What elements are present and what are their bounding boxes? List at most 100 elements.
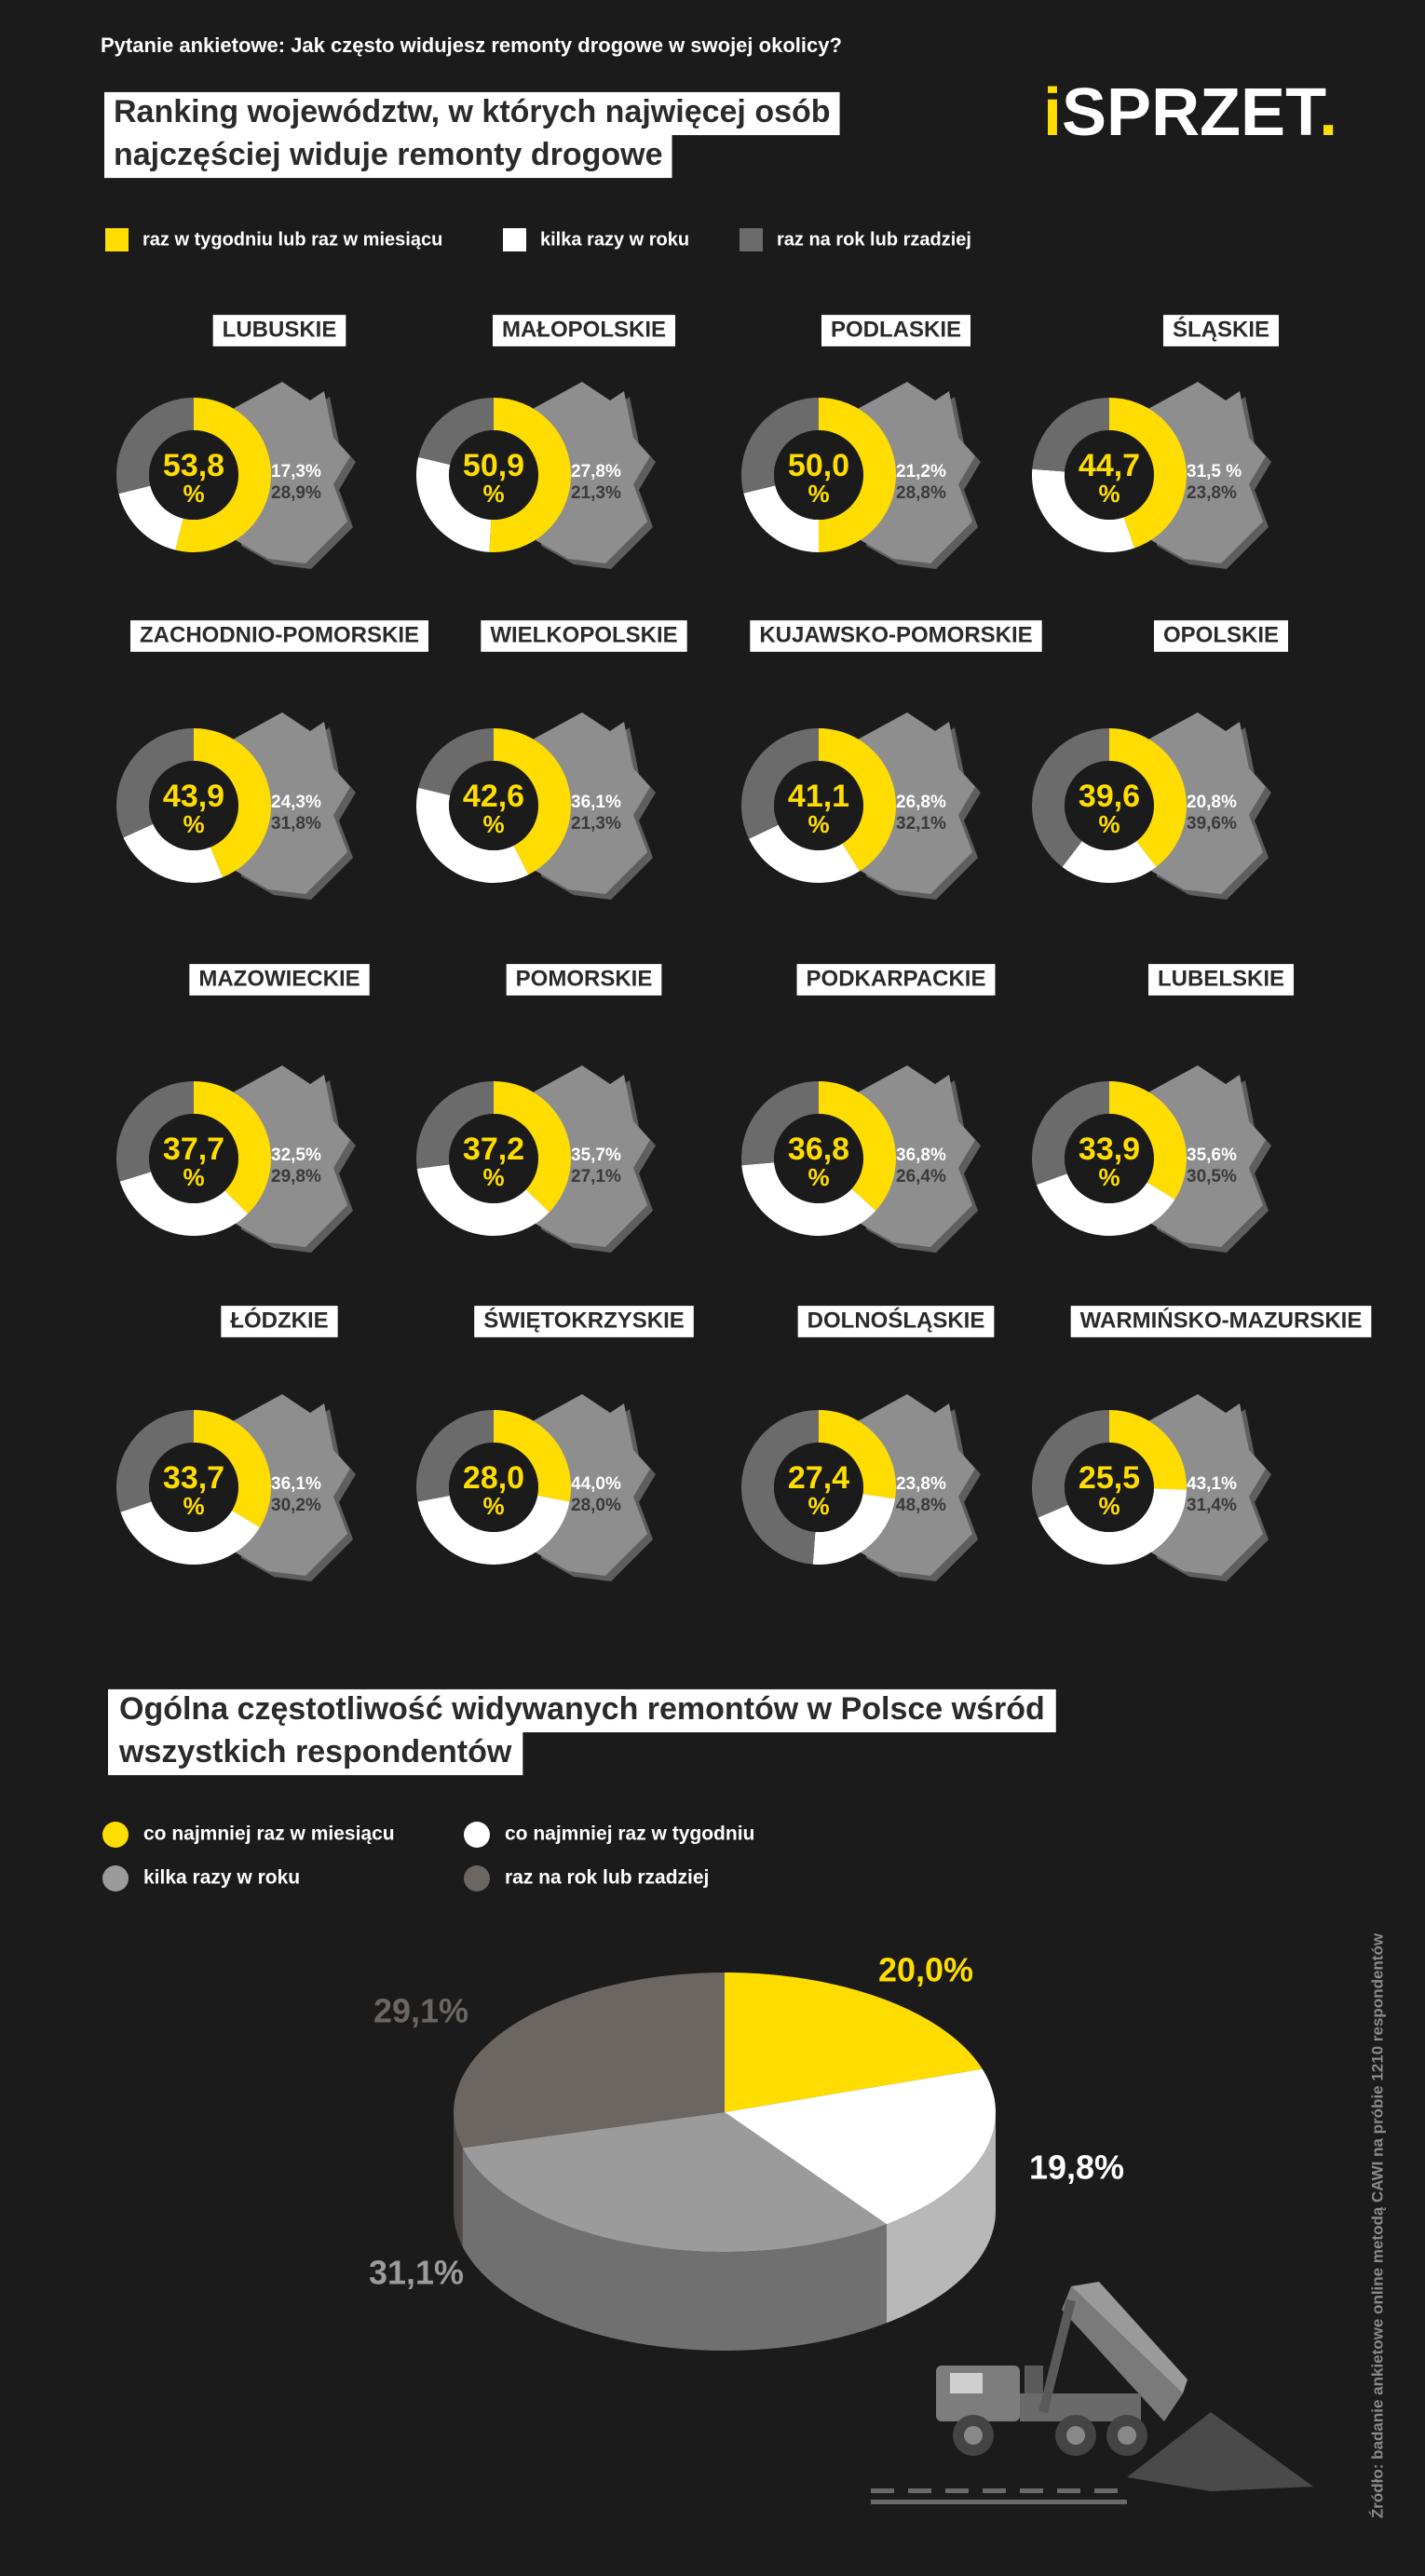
value-label: 44,0%	[571, 1474, 621, 1494]
donut-hole	[449, 1114, 538, 1203]
donut-segment	[115, 728, 194, 838]
donut-segment	[118, 485, 183, 550]
value-label: 17,3%	[271, 462, 321, 481]
main-value-label: 44,7	[1079, 448, 1140, 483]
legend-label: kilka razy w roku	[540, 229, 689, 250]
region-title: MAZOWIECKIE	[198, 966, 360, 991]
main-value-unit: %	[482, 480, 504, 508]
main-value-label: 28,0	[463, 1460, 524, 1496]
region-title-box	[212, 315, 346, 346]
main-value-unit: %	[183, 480, 204, 508]
pie-value-label: 29,1%	[373, 1992, 468, 2030]
value-label: 28,0%	[571, 1496, 621, 1515]
region-map	[856, 1394, 975, 1576]
pie-title: wszystkich respondentów	[118, 1734, 512, 1769]
region-title-box	[1153, 620, 1289, 652]
donut-hole	[774, 430, 863, 520]
donut-segment	[1031, 1410, 1109, 1518]
pie-side	[462, 2148, 887, 2351]
region-title: WIELKOPOLSKIE	[490, 622, 677, 647]
value-label: 23,8%	[1187, 483, 1237, 503]
value-label: 27,8%	[571, 462, 621, 481]
donut-hole	[1065, 761, 1154, 850]
region-title-box	[750, 620, 1042, 652]
region-map	[856, 712, 975, 894]
donut-segment	[175, 398, 271, 552]
main-value-label: 25,5	[1079, 1460, 1140, 1496]
value-label: 20,8%	[1187, 793, 1237, 812]
region-map	[1147, 1394, 1266, 1576]
survey-question: Pytanie ankietowe: Jak często widujesz r…	[101, 34, 842, 57]
value-label: 31,5 %	[1187, 462, 1242, 481]
main-value-label: 41,1	[788, 779, 849, 814]
donut-segment	[115, 398, 194, 495]
main-value-label: 36,8	[788, 1132, 849, 1167]
region-title: LUBELSKIE	[1158, 966, 1284, 991]
main-value-label: 39,6	[1079, 779, 1140, 814]
donut-segment	[194, 1081, 271, 1214]
value-label: 23,8%	[896, 1474, 946, 1494]
region-title-box	[821, 315, 971, 346]
main-value-label: 27,4	[788, 1460, 849, 1496]
donut-segment	[1109, 728, 1188, 867]
value-label: 43,1%	[1187, 1474, 1237, 1494]
pie-slice	[725, 1973, 983, 2112]
region-title: OPOLSKIE	[1163, 622, 1279, 647]
ranking-title: najczęściej widuje remonty drogowe	[114, 137, 663, 172]
ranking-title: Ranking województw, w których najwięcej …	[114, 94, 831, 129]
main-value-unit: %	[482, 1163, 504, 1191]
donut-segment	[1032, 468, 1135, 552]
main-value-label: 37,2	[463, 1132, 524, 1167]
value-label: 36,1%	[571, 793, 621, 812]
region-title: WARMIŃSKO-MAZURSKIE	[1080, 1307, 1363, 1333]
legend-label: co najmniej raz w miesiącu	[143, 1824, 395, 1845]
main-value-unit: %	[183, 810, 204, 838]
ranking-title-box	[104, 134, 672, 179]
region-title: ŚWIĘTOKRZYSKIE	[483, 1307, 685, 1333]
region-title: PODLASKIE	[831, 317, 961, 342]
legend-label: raz w tygodniu lub raz w miesiącu	[142, 229, 442, 250]
donut-segment	[741, 1410, 819, 1565]
main-value-label: 50,9	[463, 448, 524, 483]
value-label: 21,3%	[571, 814, 621, 834]
value-label: 32,1%	[896, 814, 946, 834]
main-value-label: 53,8	[163, 448, 224, 483]
donut-segment	[418, 398, 494, 465]
pie-slice	[462, 2112, 887, 2252]
value-label: 21,3%	[571, 483, 621, 503]
legend-dot	[102, 1865, 129, 1891]
value-label: 21,2%	[896, 462, 946, 481]
donut-segment	[819, 1410, 896, 1499]
donut-segment	[819, 728, 896, 872]
value-label: 26,4%	[896, 1167, 946, 1186]
logo-lead: i	[1043, 75, 1062, 150]
donut-hole	[1065, 430, 1154, 520]
main-value-label: 33,7	[163, 1460, 224, 1496]
value-label: 35,7%	[571, 1146, 621, 1165]
value-label: 31,4%	[1187, 1496, 1237, 1515]
main-value-label: 37,7	[163, 1132, 224, 1167]
region-map	[531, 382, 650, 563]
donut-segment	[1109, 398, 1187, 549]
logo-main: SPRZET	[1062, 75, 1326, 150]
donut-segment	[741, 1081, 819, 1166]
region-map	[531, 712, 650, 894]
region-title-box	[797, 1306, 995, 1337]
donut-segment	[1032, 1081, 1109, 1186]
donut-segment	[416, 1164, 550, 1236]
value-label: 36,1%	[271, 1474, 321, 1494]
main-value-unit: %	[1098, 810, 1120, 838]
region-map	[531, 1394, 650, 1576]
main-value-label: 42,6	[463, 779, 524, 814]
region-title-box	[796, 964, 996, 996]
donut-segment	[415, 1410, 494, 1502]
main-value-unit: %	[808, 480, 829, 508]
value-label: 31,8%	[271, 814, 321, 834]
donut-segment	[116, 1081, 194, 1182]
legend-dot	[102, 1822, 129, 1848]
region-map	[231, 712, 350, 894]
region-title-box	[1070, 1306, 1372, 1337]
region-title-box	[474, 1306, 694, 1337]
donut-segment	[1032, 398, 1109, 472]
